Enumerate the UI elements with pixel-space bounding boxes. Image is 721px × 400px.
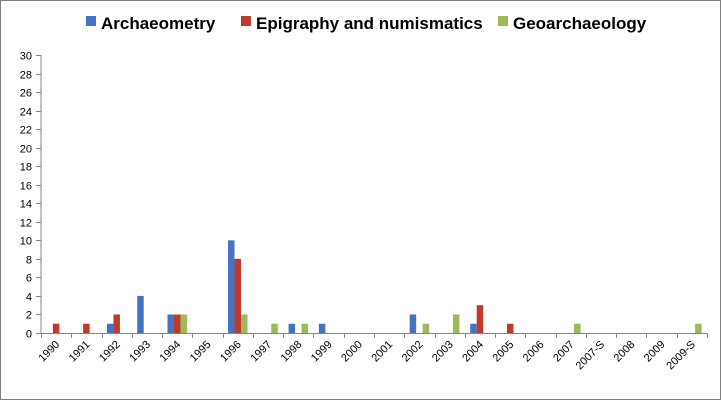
bar xyxy=(470,323,477,333)
bar xyxy=(574,323,581,333)
bar xyxy=(422,323,430,333)
y-tick-label: 2 xyxy=(26,310,32,322)
x-tick-label: 1995 xyxy=(188,339,214,365)
legend-label: Archaeometry xyxy=(101,14,216,33)
bar xyxy=(271,323,278,333)
x-tick-label: 1996 xyxy=(218,339,244,365)
x-tick-label: 2009-S xyxy=(664,339,698,373)
x-tick-label: 1999 xyxy=(309,339,335,365)
legend-swatch xyxy=(86,16,96,26)
bar xyxy=(83,323,90,333)
y-tick-label: 4 xyxy=(26,292,32,304)
legend-swatch xyxy=(498,16,508,26)
x-tick-label: 2003 xyxy=(430,339,456,365)
y-tick-label: 0 xyxy=(26,329,32,341)
y-tick-label: 30 xyxy=(20,51,32,63)
bar xyxy=(167,314,174,333)
legend: Archaeometry Epigraphy and numismatics Geo… xyxy=(86,14,647,33)
bar xyxy=(113,314,120,333)
bar xyxy=(106,323,114,333)
y-tick-label: 16 xyxy=(20,181,32,193)
x-tick-label: 2004 xyxy=(460,339,486,365)
y-tick-label: 26 xyxy=(20,88,32,100)
y-tick-label: 20 xyxy=(20,144,32,156)
legend-item: Archaeometry xyxy=(86,14,216,33)
x-tick-label: 2009 xyxy=(642,339,668,365)
y-tick-label: 12 xyxy=(20,218,32,230)
x-tick-label: 1993 xyxy=(127,339,153,365)
x-tick-label: 2001 xyxy=(369,339,395,365)
bar xyxy=(476,305,484,333)
bar xyxy=(137,295,144,333)
legend-item: Geoarchaeology xyxy=(498,14,647,33)
bars xyxy=(52,240,702,333)
x-tick-label: 2000 xyxy=(339,339,365,365)
bar xyxy=(180,314,187,333)
x-tick-label: 1990 xyxy=(36,339,62,365)
legend-item: Epigraphy and numismatics xyxy=(241,14,483,33)
bar xyxy=(506,323,514,333)
x-tick-label: 1994 xyxy=(158,339,184,365)
x-tick-label: 2006 xyxy=(521,339,547,365)
x-tick-label: 2007-S xyxy=(574,339,608,373)
legend-swatch xyxy=(241,16,251,26)
x-tick-label: 2008 xyxy=(612,339,638,365)
bar xyxy=(228,240,235,333)
y-tick-label: 8 xyxy=(26,255,32,267)
x-tick-label: 1992 xyxy=(97,339,123,365)
x-tick-label: 2002 xyxy=(400,339,426,365)
y-tick-label: 28 xyxy=(20,70,32,82)
y-tick-label: 24 xyxy=(20,107,32,119)
legend-label: Epigraphy and numismatics xyxy=(256,14,483,33)
x-tick-label: 1991 xyxy=(67,339,93,365)
bar xyxy=(173,314,181,333)
bar xyxy=(452,314,460,333)
x-tick-label: 1998 xyxy=(279,339,305,365)
x-axis: 1990 1991 1992 1993 1994 1995 1996 1997 1998 1999… xyxy=(36,333,708,373)
bar xyxy=(241,314,248,333)
y-tick-label: 18 xyxy=(20,162,32,174)
bar xyxy=(234,258,242,333)
y-tick-label: 22 xyxy=(20,125,32,137)
x-tick-label: 1997 xyxy=(248,339,274,365)
bar xyxy=(318,323,326,333)
y-tick-label: 6 xyxy=(26,273,32,285)
bar xyxy=(288,323,296,333)
x-tick-label: 2005 xyxy=(491,339,517,365)
x-tick-label: 2007 xyxy=(551,339,577,365)
y-tick-label: 10 xyxy=(20,236,32,248)
y-tick-label: 14 xyxy=(20,199,32,211)
bar xyxy=(52,323,60,333)
bar xyxy=(695,323,702,333)
bar xyxy=(409,314,417,333)
bar xyxy=(301,323,309,333)
legend-label: Geoarchaeology xyxy=(513,14,647,33)
